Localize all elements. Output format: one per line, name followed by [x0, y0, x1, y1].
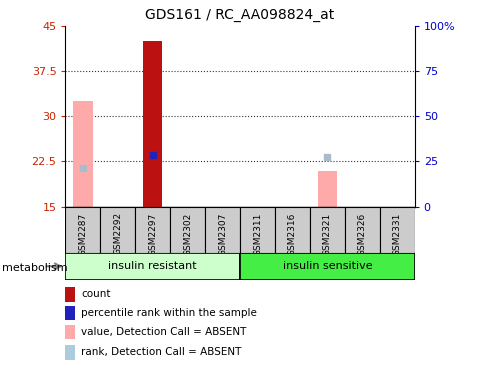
Text: GSM2302: GSM2302 — [183, 212, 192, 255]
Text: GSM2287: GSM2287 — [78, 212, 87, 255]
Text: GSM2297: GSM2297 — [148, 212, 157, 255]
Bar — [240, 253, 414, 280]
Text: percentile rank within the sample: percentile rank within the sample — [81, 308, 257, 318]
Bar — [135, 207, 170, 253]
Bar — [309, 207, 344, 253]
Bar — [65, 207, 100, 253]
Bar — [73, 101, 92, 207]
Text: insulin sensitive: insulin sensitive — [282, 261, 371, 271]
Bar — [379, 207, 414, 253]
Bar — [65, 253, 240, 280]
Text: value, Detection Call = ABSENT: value, Detection Call = ABSENT — [81, 327, 246, 337]
Bar — [240, 207, 274, 253]
Text: GSM2316: GSM2316 — [287, 212, 296, 256]
Bar — [65, 288, 75, 302]
Bar — [170, 207, 205, 253]
Text: metabolism: metabolism — [2, 263, 68, 273]
Text: rank, Detection Call = ABSENT: rank, Detection Call = ABSENT — [81, 347, 241, 357]
Text: GSM2321: GSM2321 — [322, 212, 331, 255]
Bar — [344, 207, 379, 253]
Text: GSM2292: GSM2292 — [113, 212, 122, 255]
Bar — [65, 325, 75, 339]
Bar — [143, 41, 162, 207]
Bar — [100, 207, 135, 253]
Text: GSM2307: GSM2307 — [218, 212, 227, 256]
Text: GSM2311: GSM2311 — [253, 212, 261, 256]
Bar — [65, 346, 75, 359]
Text: insulin resistant: insulin resistant — [108, 261, 197, 271]
Text: GSM2326: GSM2326 — [357, 212, 366, 255]
Bar — [205, 207, 240, 253]
Bar — [65, 306, 75, 320]
Text: GSM2331: GSM2331 — [392, 212, 401, 256]
Bar — [274, 207, 309, 253]
Text: count: count — [81, 290, 111, 299]
Title: GDS161 / RC_AA098824_at: GDS161 / RC_AA098824_at — [145, 8, 334, 22]
Bar — [317, 171, 336, 207]
